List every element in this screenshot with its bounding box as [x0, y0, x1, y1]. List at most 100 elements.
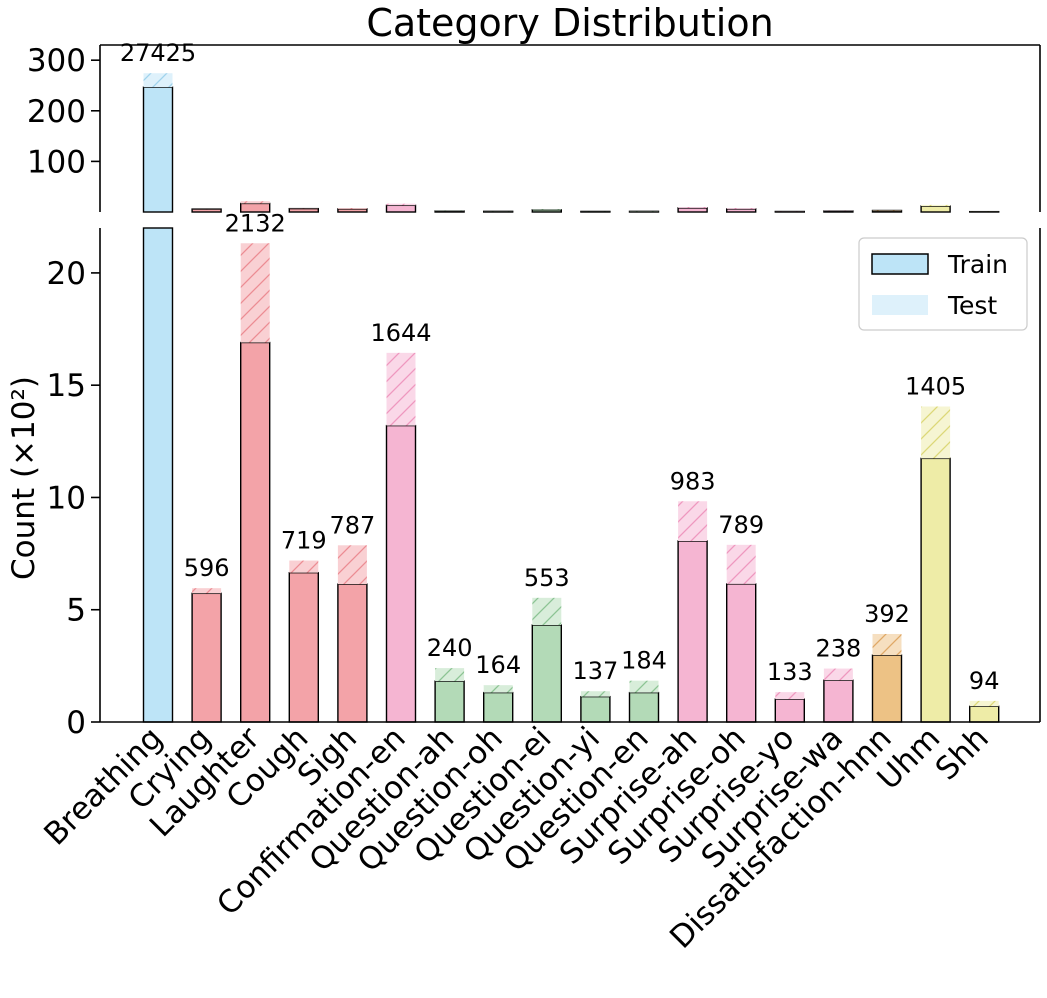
train-bar-crying	[191, 592, 222, 723]
train-bar-surprise-yo	[774, 698, 805, 723]
total-label: 596	[184, 554, 230, 582]
train-bar-surprise-ah	[677, 207, 708, 213]
test-bar-question-ei	[532, 209, 562, 210]
lower-tick-label: 20	[47, 256, 86, 292]
lower-bars	[142, 227, 1000, 723]
test-bar-confirmation-en	[386, 352, 416, 426]
train-bar-shh	[969, 705, 1000, 723]
total-label: 983	[670, 467, 716, 495]
test-bar-surprise-yo	[775, 692, 805, 700]
x-tick-labels: BreathingCryingLaughterCoughSighConfirma…	[37, 720, 996, 956]
train-bar-sigh	[337, 208, 368, 213]
train-bar-question-en	[628, 691, 660, 723]
train-bar-dissatisfaction-hnn	[871, 654, 903, 723]
total-label: 27425	[120, 39, 196, 67]
train-bar-question-ah	[434, 680, 465, 723]
legend-test-label: Test	[947, 291, 997, 320]
test-bar-uhm	[921, 406, 951, 459]
total-label: 392	[864, 600, 910, 628]
test-bar-cough	[289, 560, 319, 573]
train-bar-surprise-yo	[774, 210, 805, 213]
test-bar-shh	[969, 700, 999, 707]
total-label: 789	[718, 511, 764, 539]
total-label: 184	[621, 647, 667, 675]
train-bar-question-ei	[531, 209, 562, 213]
lower-tick-label: 0	[66, 705, 86, 741]
train-bar-question-ei	[531, 624, 562, 723]
total-label: 553	[524, 564, 570, 592]
train-bar-question-yi	[580, 210, 611, 213]
total-label: 1405	[905, 373, 966, 401]
train-bar-cough	[288, 571, 319, 723]
legend-test-swatch	[872, 295, 928, 315]
lower-tick-label: 10	[47, 480, 86, 516]
test-bar-sigh	[337, 545, 367, 585]
upper-panel: 100 200 300	[27, 43, 1041, 213]
train-bar-surprise-wa	[823, 210, 854, 213]
train-bar-question-oh	[483, 210, 514, 213]
upper-tick-label: 300	[27, 43, 86, 79]
total-label: 787	[329, 511, 375, 539]
lower-tick-label: 5	[66, 593, 86, 629]
test-bar-surprise-oh	[726, 208, 756, 209]
test-bar-confirmation-en	[386, 203, 416, 206]
train-bar-confirmation-en	[385, 424, 417, 723]
total-label: 2132	[225, 209, 286, 237]
test-bar-crying	[192, 588, 222, 594]
train-bar-surprise-oh	[726, 208, 757, 213]
legend-train-swatch	[871, 253, 929, 275]
upper-tick-label: 200	[27, 94, 86, 130]
test-bar-surprise-wa	[823, 668, 853, 681]
legend: Train Test	[858, 237, 1028, 331]
total-label: 94	[969, 667, 1000, 695]
test-bar-sigh	[337, 208, 367, 209]
y-axis-label: Count (×10²)	[6, 376, 42, 580]
train-bar-dissatisfaction-hnn	[871, 209, 903, 213]
total-label: 719	[281, 527, 327, 555]
legend-train-label: Train	[947, 250, 1008, 279]
chart-title: Category Distribution	[366, 1, 773, 45]
train-bar-breathing	[142, 227, 174, 723]
train-bar-confirmation-en	[385, 204, 417, 213]
test-bar-question-yi	[580, 691, 610, 697]
x-tick-label: Shh	[929, 720, 996, 787]
train-bar-crying	[191, 208, 222, 213]
total-label: 133	[767, 658, 813, 686]
test-bar-question-oh	[483, 685, 513, 693]
lower-y-ticks: 0 5 10 15 20	[47, 256, 100, 741]
train-bar-sigh	[337, 583, 368, 723]
test-bar-question-ei	[532, 597, 562, 625]
test-bar-surprise-oh	[726, 544, 756, 584]
total-label: 1644	[370, 319, 431, 347]
test-bar-dissatisfaction-hnn	[872, 633, 902, 656]
train-bar-uhm	[920, 457, 951, 723]
test-bar-breathing	[143, 73, 173, 88]
upper-tick-label: 100	[27, 144, 86, 180]
lower-tick-label: 15	[47, 368, 86, 404]
total-label: 240	[427, 634, 473, 662]
train-bar-laughter	[239, 341, 271, 723]
train-bar-surprise-wa	[823, 679, 854, 723]
total-label: 164	[475, 651, 521, 679]
train-bar-question-ah	[434, 210, 465, 213]
train-bar-surprise-oh	[726, 583, 757, 723]
upper-y-ticks: 100 200 300	[27, 43, 100, 180]
train-bar-question-en	[628, 210, 660, 213]
test-bar-question-en	[629, 680, 659, 693]
lower-panel: 0 5 10 15 20	[47, 227, 1041, 741]
train-bar-question-yi	[580, 695, 611, 723]
train-bar-uhm	[920, 205, 951, 213]
test-bar-uhm	[921, 204, 951, 207]
train-bar-cough	[288, 207, 319, 213]
test-bar-surprise-ah	[678, 501, 708, 542]
test-bar-laughter	[240, 201, 270, 204]
test-bar-question-ah	[435, 668, 465, 682]
train-bar-breathing	[142, 86, 174, 213]
test-bar-surprise-ah	[678, 207, 708, 208]
upper-bars	[142, 73, 1000, 213]
train-bar-question-oh	[483, 691, 514, 723]
total-label: 137	[572, 657, 618, 685]
train-bar-surprise-ah	[677, 540, 708, 723]
